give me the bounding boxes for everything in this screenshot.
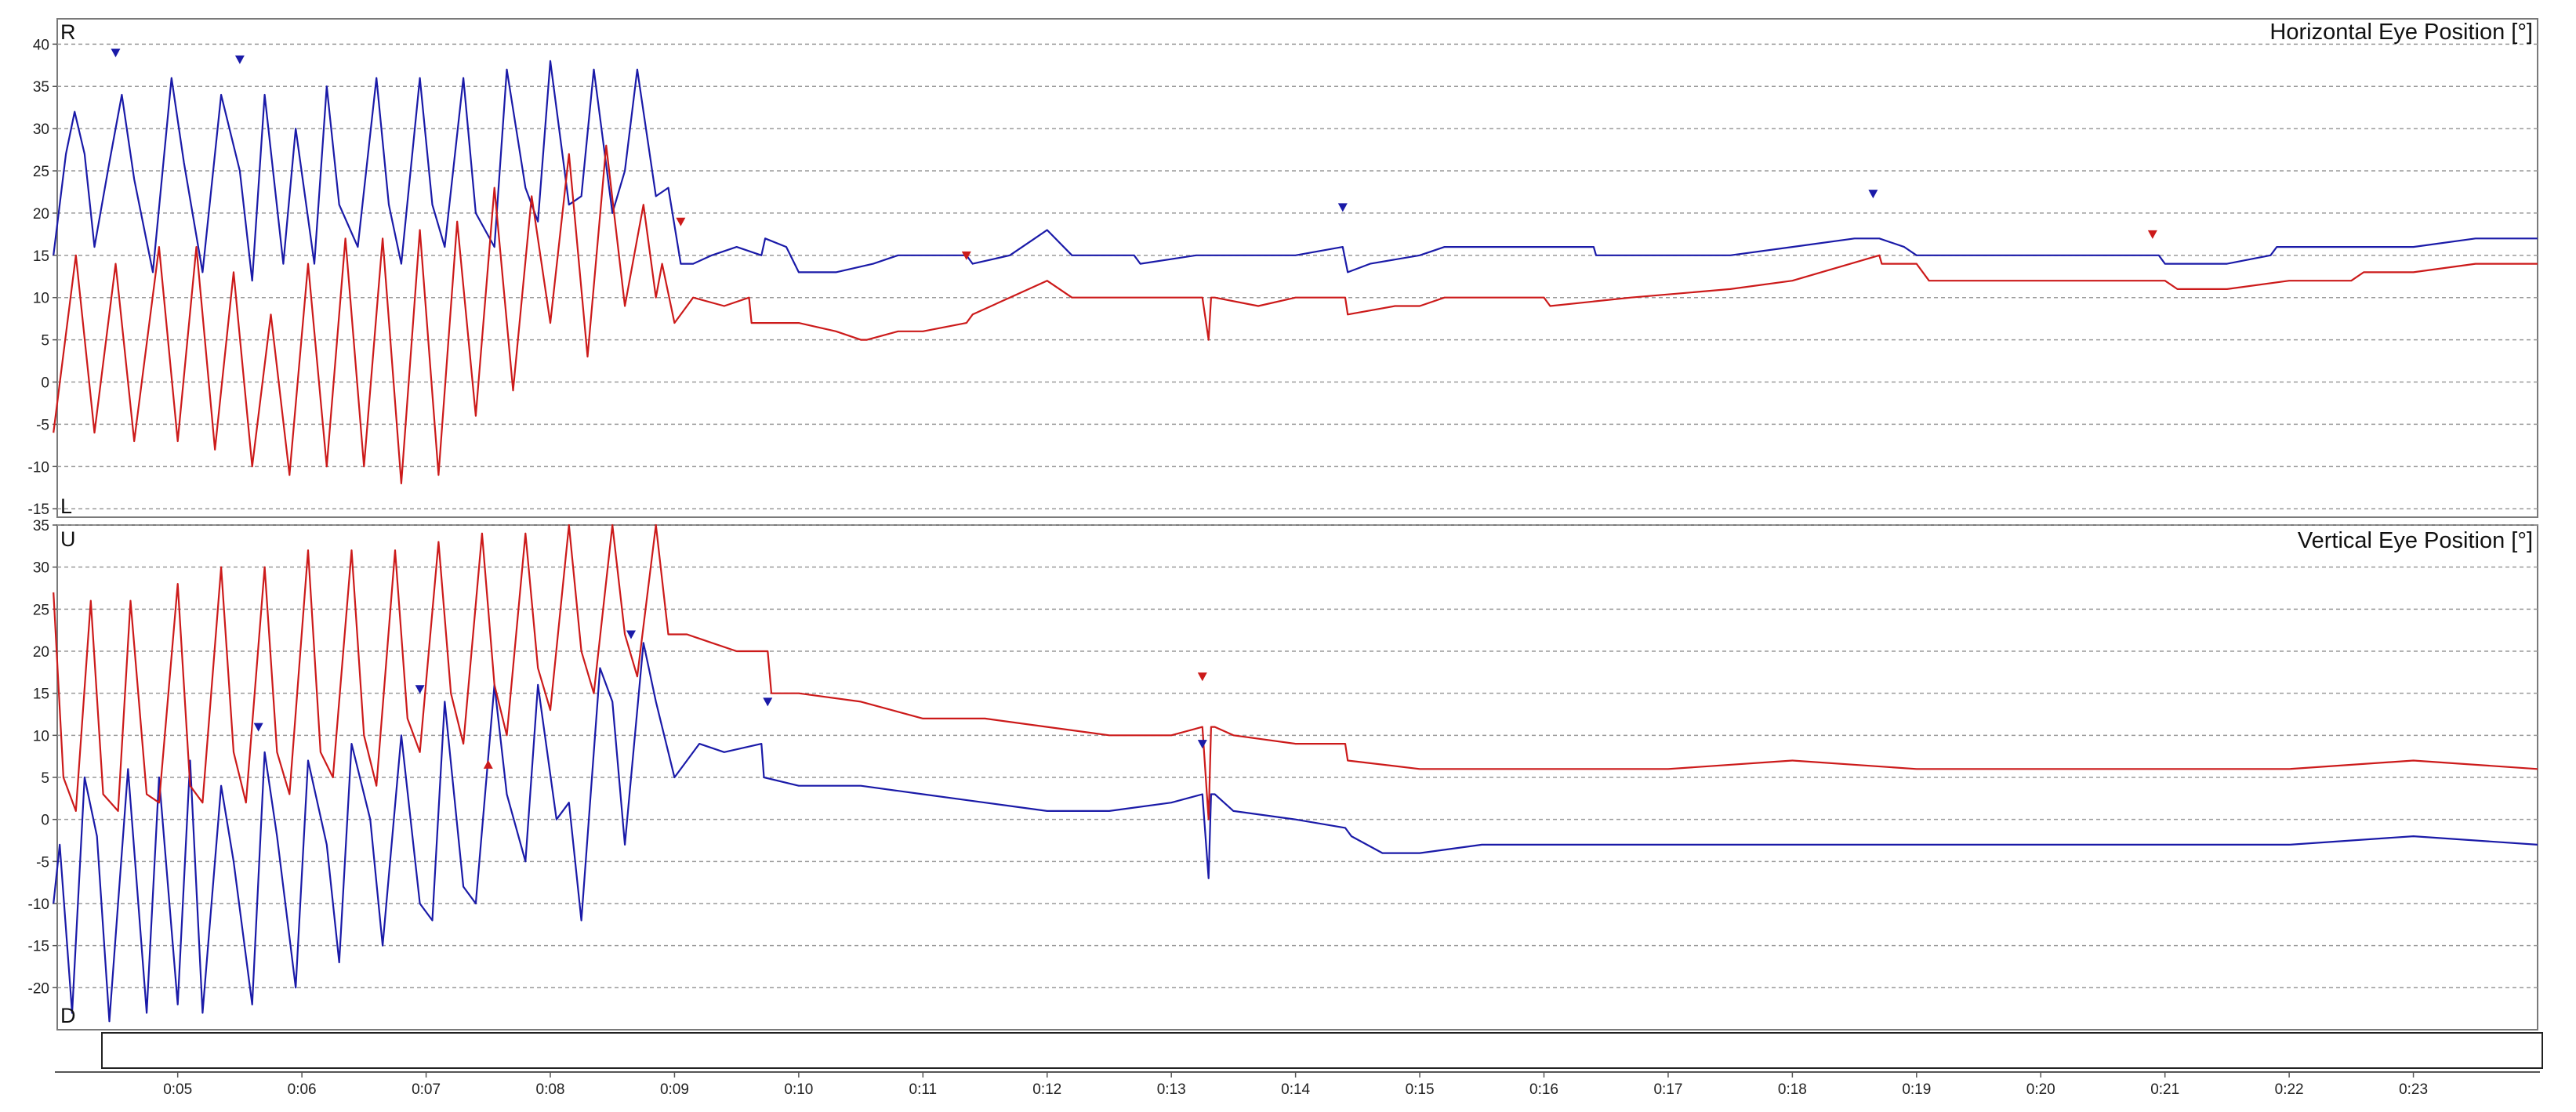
x-tick-label: 0:20 bbox=[2026, 1081, 2055, 1098]
event-marker bbox=[253, 723, 263, 732]
event-marker bbox=[111, 49, 121, 58]
vertical-series bbox=[53, 523, 2538, 1023]
event-marker bbox=[234, 55, 245, 64]
x-tick-label: 0:22 bbox=[2275, 1081, 2304, 1098]
series-line-1 bbox=[53, 523, 2538, 820]
x-tick-label: 0:17 bbox=[1653, 1081, 1682, 1098]
event-marker bbox=[676, 217, 686, 226]
y-tick-label: -5 bbox=[36, 417, 49, 433]
vertical-y-axis-ticks: 35 30 25 20 15 10 5 0 -5 -10 -15 -20 bbox=[28, 518, 57, 997]
time-axis: 0:05 0:06 0:07 0:08 0:09 0:10 0:11 0:12 0:13 0:14… bbox=[55, 1071, 2540, 1098]
y-tick-label: -20 bbox=[28, 980, 49, 997]
horizontal-series bbox=[53, 60, 2538, 485]
y-tick-label: -15 bbox=[28, 939, 49, 955]
event-marker bbox=[763, 697, 773, 707]
y-tick-label: -15 bbox=[28, 502, 49, 518]
event-marker bbox=[1197, 672, 1207, 682]
horizontal-eye-position-panel: 40 35 30 25 20 15 10 5 0 -5 -10 -15 R L Horizontal … bbox=[28, 18, 2538, 518]
y-tick-label: -5 bbox=[36, 854, 49, 871]
event-marker bbox=[415, 685, 425, 694]
y-tick-label: 5 bbox=[41, 770, 49, 787]
x-tick-label: 0:07 bbox=[412, 1081, 441, 1098]
vertical-markers bbox=[253, 630, 1207, 769]
y-tick-label: -10 bbox=[28, 896, 49, 913]
series-line-0 bbox=[53, 60, 2538, 282]
x-tick-label: 0:12 bbox=[1032, 1081, 1061, 1098]
x-tick-label: 0:19 bbox=[1902, 1081, 1931, 1098]
horizontal-chart-title: Horizontal Eye Position [°] bbox=[2269, 20, 2533, 45]
y-tick-label: 15 bbox=[33, 686, 49, 703]
series-line-1 bbox=[53, 144, 2538, 485]
event-marker bbox=[961, 251, 971, 260]
y-tick-label: 0 bbox=[41, 813, 49, 829]
y-tick-label: 35 bbox=[33, 79, 49, 96]
y-tick-label: 40 bbox=[33, 37, 49, 53]
x-tick-label: 0:06 bbox=[288, 1081, 317, 1098]
horizontal-plot-frame bbox=[56, 18, 2538, 518]
y-tick-label: 10 bbox=[33, 291, 49, 307]
y-tick-label: 15 bbox=[33, 248, 49, 265]
x-tick-label: 0:08 bbox=[536, 1081, 565, 1098]
y-tick-label: 25 bbox=[33, 164, 49, 180]
event-marker bbox=[1197, 740, 1207, 749]
vertical-top-label: U bbox=[60, 527, 76, 551]
x-tick-label: 0:16 bbox=[1529, 1081, 1558, 1098]
x-tick-label: 0:10 bbox=[784, 1081, 813, 1098]
vertical-plot-frame bbox=[56, 524, 2538, 1031]
event-marker bbox=[483, 759, 493, 769]
x-tick-label: 0:05 bbox=[163, 1081, 192, 1098]
y-tick-label: 35 bbox=[33, 518, 49, 534]
event-marker bbox=[2147, 230, 2157, 239]
y-tick-label: 20 bbox=[33, 206, 49, 223]
event-marker bbox=[1868, 190, 1878, 199]
x-tick-label: 0:15 bbox=[1406, 1081, 1435, 1098]
horizontal-top-label: R bbox=[60, 20, 76, 44]
vertical-bottom-label: D bbox=[60, 1004, 76, 1027]
y-tick-label: 25 bbox=[33, 602, 49, 618]
x-tick-label: 0:14 bbox=[1281, 1081, 1310, 1098]
x-tick-label: 0:18 bbox=[1778, 1081, 1807, 1098]
y-tick-label: -10 bbox=[28, 459, 49, 476]
y-tick-label: 10 bbox=[33, 728, 49, 744]
vertical-eye-position-panel: 35 30 25 20 15 10 5 0 -5 -10 -15 -20 U D Vertical E… bbox=[28, 518, 2538, 1031]
y-tick-label: 5 bbox=[41, 333, 49, 350]
x-tick-label: 0:21 bbox=[2150, 1081, 2179, 1098]
y-tick-label: 30 bbox=[33, 121, 49, 138]
x-tick-label: 0:13 bbox=[1157, 1081, 1186, 1098]
event-marker bbox=[626, 630, 636, 639]
y-tick-label: 0 bbox=[41, 375, 49, 392]
event-marker bbox=[1337, 203, 1348, 212]
y-tick-label: 30 bbox=[33, 560, 49, 577]
vertical-chart-title: Vertical Eye Position [°] bbox=[2298, 528, 2533, 553]
x-tick-label: 0:23 bbox=[2399, 1081, 2428, 1098]
horizontal-y-axis-ticks: 40 35 30 25 20 15 10 5 0 -5 -10 -15 bbox=[28, 37, 57, 518]
x-tick-label: 0:09 bbox=[660, 1081, 689, 1098]
horizontal-markers bbox=[111, 49, 2157, 260]
y-tick-label: 20 bbox=[33, 644, 49, 661]
horizontal-bottom-label: L bbox=[60, 494, 72, 518]
series-line-0 bbox=[53, 642, 2538, 1023]
timeline-scrollbar[interactable] bbox=[101, 1032, 2543, 1069]
x-tick-label: 0:11 bbox=[909, 1081, 938, 1098]
